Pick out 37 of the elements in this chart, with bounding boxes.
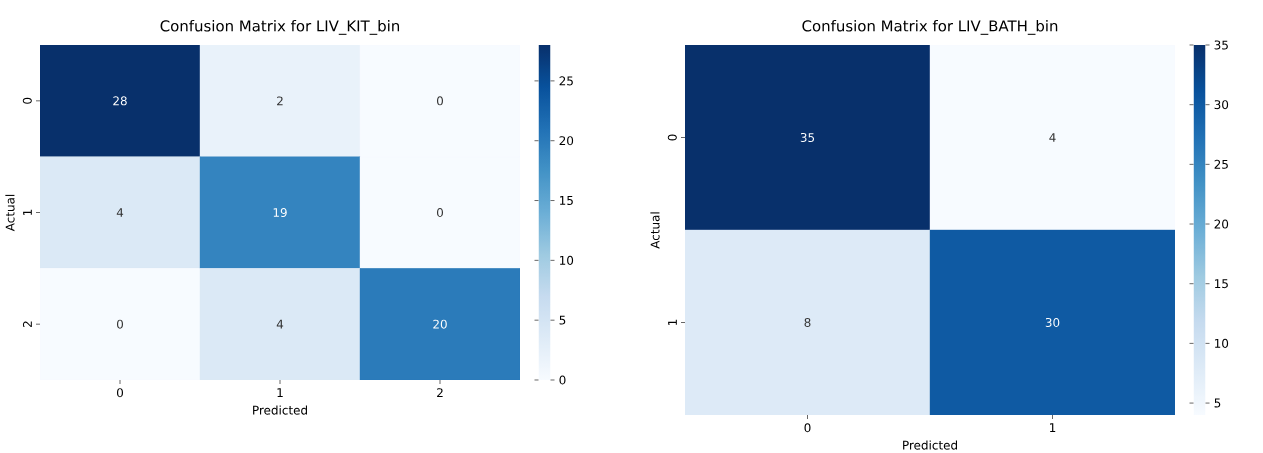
color-bar-label: 35 bbox=[1214, 40, 1228, 50]
y-axis-title: Actual bbox=[5, 194, 15, 232]
x-tick-label: 1 bbox=[277, 388, 283, 397]
data-label: 0 bbox=[116, 319, 124, 329]
color-bar-label: 25 bbox=[1214, 159, 1228, 169]
data-label: 4 bbox=[276, 319, 284, 329]
data-label: 28 bbox=[113, 96, 127, 106]
x-tick-label: 0 bbox=[116, 388, 124, 398]
color-bar-label: 30 bbox=[1214, 100, 1229, 110]
data-label: 8 bbox=[804, 317, 811, 328]
chart-title: Confusion Matrix for LIV_KIT_bin bbox=[160, 19, 400, 35]
y-tick-label: 2 bbox=[22, 321, 32, 328]
color-bar-label: 5 bbox=[1214, 398, 1221, 408]
color-bar-label: 20 bbox=[1214, 219, 1229, 229]
color-bar-label: 15 bbox=[1215, 279, 1228, 289]
y-tick-label: 1 bbox=[23, 209, 32, 215]
data-label: 2 bbox=[277, 96, 283, 106]
color-bar-label: 25 bbox=[559, 76, 573, 86]
color-bar-label: 10 bbox=[1215, 338, 1229, 348]
x-axis-title: Predicted bbox=[253, 405, 307, 415]
color-bar-label: 20 bbox=[559, 136, 574, 146]
data-label: 4 bbox=[116, 208, 124, 217]
data-label: 19 bbox=[273, 207, 287, 218]
x-axis-title: Predicted bbox=[903, 440, 957, 450]
data-label: 30 bbox=[1045, 317, 1060, 328]
data-label: 20 bbox=[433, 319, 447, 329]
data-label: 35 bbox=[800, 132, 815, 143]
y-axis-title: Actual bbox=[650, 212, 660, 249]
color-bar-label: 5 bbox=[559, 315, 566, 325]
chart-title: Confusion Matrix for LIV_BATH_bin bbox=[802, 19, 1058, 35]
color-bar-label: 10 bbox=[560, 255, 574, 265]
y-tick-label: 0 bbox=[22, 97, 32, 104]
data-label: 0 bbox=[436, 96, 444, 106]
data-label: 4 bbox=[1049, 133, 1056, 142]
x-tick-label: 2 bbox=[437, 388, 443, 398]
color-bar-label: 15 bbox=[560, 196, 573, 205]
color-bar-label: 0 bbox=[559, 375, 566, 385]
